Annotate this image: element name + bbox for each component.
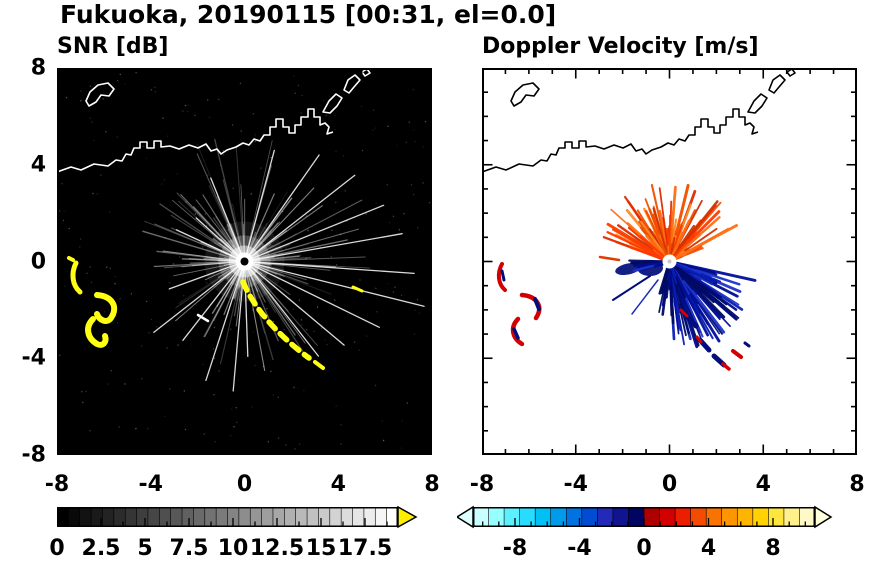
tick-label: -4 <box>563 472 588 497</box>
snr-radar-plot <box>57 68 432 455</box>
tick-label: 17.5 <box>337 536 393 561</box>
tick-label: 8 <box>849 472 865 497</box>
snr-colorbar <box>57 505 418 529</box>
tick-label: 4 <box>30 152 46 178</box>
tick-label: -8 <box>21 442 46 468</box>
tick-label: -8 <box>502 536 528 561</box>
tick-label: 8 <box>30 55 46 81</box>
tick-label: 0 <box>236 472 253 497</box>
tick-label: -8 <box>44 472 70 497</box>
tick-label: 4 <box>755 472 771 497</box>
doppler-colorbar <box>457 505 833 529</box>
tick-label: 8 <box>424 472 440 497</box>
tick-label: 15 <box>305 536 337 561</box>
tick-label: -4 <box>138 472 163 497</box>
tick-label: 0 <box>49 536 65 561</box>
tick-label: 8 <box>765 536 781 561</box>
tick-label: 0 <box>661 472 678 497</box>
tick-label: -4 <box>567 536 592 561</box>
tick-label: 12.5 <box>249 536 305 561</box>
figure-title: Fukuoka, 20190115 [00:31, el=0.0] <box>60 0 557 29</box>
tick-label: 4 <box>700 536 717 561</box>
tick-label: 5 <box>137 536 153 561</box>
tick-label: 2.5 <box>81 536 121 561</box>
tick-label: 0 <box>30 249 46 274</box>
tick-label: -8 <box>469 472 495 497</box>
tick-label: 10 <box>217 536 249 561</box>
doppler-radar-plot <box>482 68 857 455</box>
tick-label: 4 <box>330 472 346 497</box>
snr-panel-title: SNR [dB] <box>57 34 169 59</box>
tick-label: 7.5 <box>169 536 209 561</box>
tick-label: 0 <box>636 536 652 561</box>
doppler-panel-title: Doppler Velocity [m/s] <box>482 34 759 59</box>
tick-label: -4 <box>21 345 46 371</box>
